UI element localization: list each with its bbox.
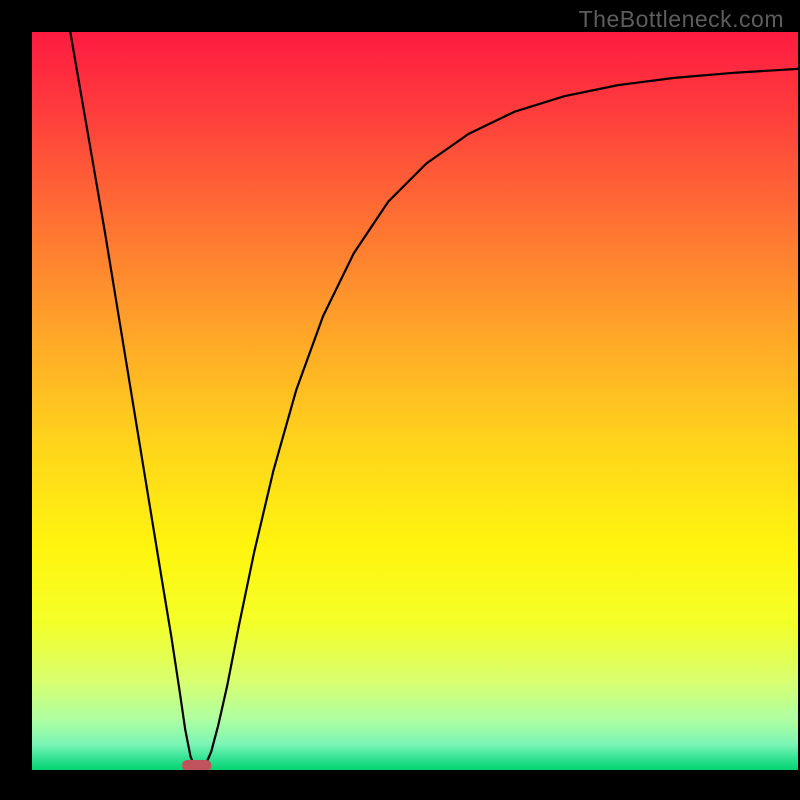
chart-container: { "image": { "width": 800, "height": 800… (0, 0, 800, 800)
frame-border-bottom (0, 770, 800, 800)
chart-svg (0, 0, 800, 800)
watermark-text: TheBottleneck.com (579, 6, 784, 33)
plot-background (32, 32, 798, 770)
frame-border-left (0, 0, 32, 800)
